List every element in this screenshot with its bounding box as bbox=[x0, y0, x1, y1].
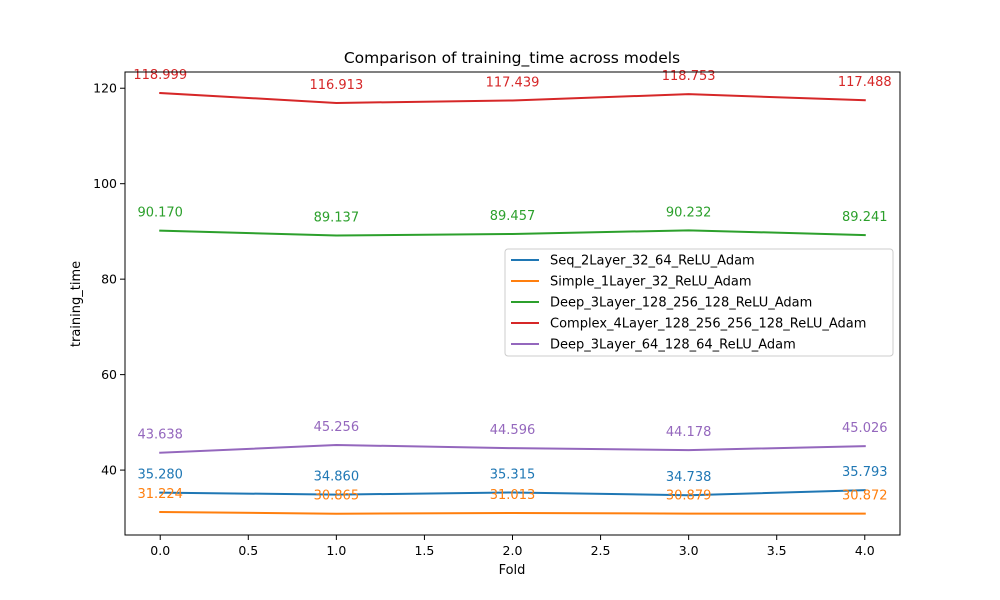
y-axis-label: training_time bbox=[69, 261, 84, 347]
legend-entry: Complex_4Layer_128_256_256_128_ReLU_Adam bbox=[550, 317, 866, 332]
data-label: 45.026 bbox=[842, 421, 888, 436]
x-tick-label: 0.0 bbox=[150, 543, 170, 558]
data-label: 116.913 bbox=[309, 78, 363, 93]
data-label: 90.170 bbox=[137, 206, 183, 221]
data-label: 43.638 bbox=[137, 428, 183, 443]
y-tick-label: 120 bbox=[93, 81, 117, 96]
y-tick-label: 100 bbox=[93, 176, 117, 191]
series-line bbox=[159, 91, 866, 104]
x-tick-label: 2.5 bbox=[591, 543, 611, 558]
series-line bbox=[159, 229, 866, 237]
data-label: 117.439 bbox=[486, 75, 540, 90]
data-label: 89.241 bbox=[842, 210, 888, 225]
y-tick-label: 80 bbox=[101, 272, 117, 287]
legend: Seq_2Layer_32_64_ReLU_Adam Simple_1Layer_… bbox=[504, 248, 894, 357]
data-label: 117.488 bbox=[838, 75, 892, 90]
legend-entry: Deep_3Layer_64_128_64_ReLU_Adam bbox=[550, 338, 796, 353]
data-label: 118.753 bbox=[662, 69, 716, 84]
y-tick-label: 60 bbox=[101, 367, 117, 382]
data-label: 44.178 bbox=[666, 425, 712, 440]
series-line bbox=[159, 489, 866, 497]
x-tick-label: 0.5 bbox=[238, 543, 258, 558]
data-label: 35.280 bbox=[137, 468, 183, 483]
x-tick-label: 1.5 bbox=[414, 543, 434, 558]
x-tick-label: 2.0 bbox=[503, 543, 523, 558]
x-tick-label: 3.5 bbox=[767, 543, 787, 558]
data-label: 89.137 bbox=[314, 211, 360, 226]
x-tick-label: 4.0 bbox=[855, 543, 875, 558]
data-label: 30.879 bbox=[666, 489, 712, 504]
series-line bbox=[159, 444, 866, 454]
chart-title: Comparison of training_time across model… bbox=[344, 49, 680, 68]
data-label: 35.793 bbox=[842, 465, 888, 480]
series-line bbox=[159, 510, 866, 515]
data-label: 30.865 bbox=[314, 489, 360, 504]
legend-box bbox=[504, 248, 894, 357]
data-label: 89.457 bbox=[490, 209, 536, 224]
data-label: 34.860 bbox=[314, 470, 360, 485]
data-label: 45.256 bbox=[314, 420, 360, 435]
data-label: 44.596 bbox=[490, 423, 536, 438]
data-label: 31.224 bbox=[137, 487, 183, 502]
y-tick-label: 40 bbox=[101, 463, 117, 478]
legend-entry: Simple_1Layer_32_ReLU_Adam bbox=[550, 275, 752, 290]
data-label: 34.738 bbox=[666, 470, 712, 485]
legend-entry: Deep_3Layer_128_256_128_ReLU_Adam bbox=[550, 296, 812, 311]
x-axis: 0.0 0.5 1.0 1.5 2.0 2.5 3.0 3.5 4.0 bbox=[150, 535, 875, 558]
y-axis: 40 60 80 100 120 bbox=[93, 81, 125, 478]
data-label: 118.999 bbox=[133, 68, 187, 83]
plot-area: 35.280 34.860 35.315 34.738 35.793 31.224 30.8… bbox=[133, 68, 892, 515]
data-label: 31.013 bbox=[490, 488, 536, 503]
data-label: 35.315 bbox=[490, 467, 536, 482]
x-tick-label: 3.0 bbox=[679, 543, 699, 558]
x-tick-label: 1.0 bbox=[326, 543, 346, 558]
x-axis-label: Fold bbox=[499, 563, 526, 578]
data-label: 90.232 bbox=[666, 205, 712, 220]
legend-entry: Seq_2Layer_32_64_ReLU_Adam bbox=[550, 254, 755, 269]
data-label: 30.872 bbox=[842, 489, 888, 504]
